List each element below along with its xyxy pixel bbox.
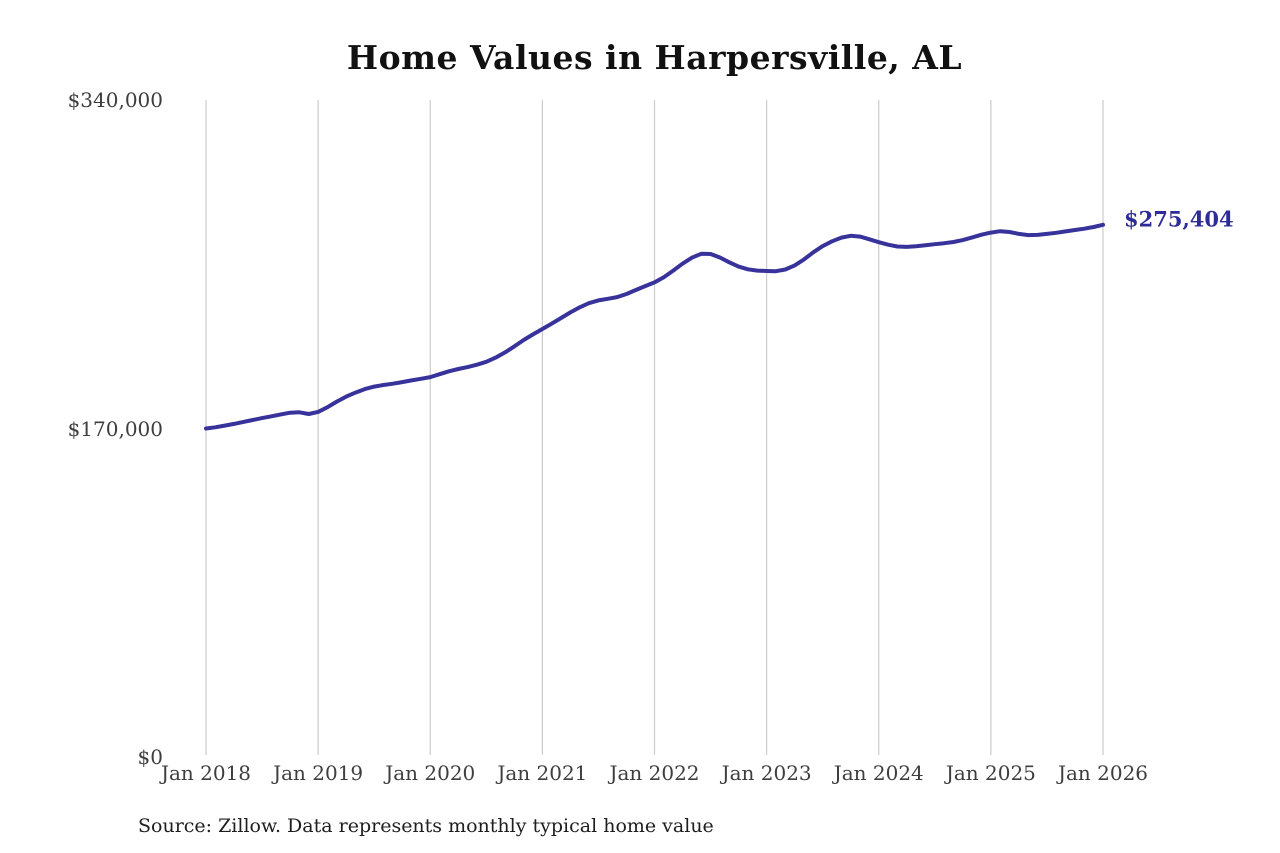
current-value-label: $275,404 — [1124, 206, 1234, 232]
x-axis-label: Jan 2019 — [273, 761, 364, 785]
x-axis-label: Jan 2026 — [1057, 761, 1149, 785]
x-axis-label: Jan 2025 — [945, 761, 1036, 785]
gridlines — [205, 100, 1104, 755]
home-value-line-series — [204, 222, 1105, 431]
x-axis-label: Jan 2018 — [160, 761, 252, 785]
x-axis-label: Jan 2021 — [497, 761, 588, 785]
y-axis-label: $0 — [137, 745, 163, 769]
y-axis-label: $170,000 — [67, 416, 163, 441]
x-axis-label: Jan 2023 — [721, 761, 812, 785]
x-axis-label: Jan 2020 — [385, 761, 476, 785]
x-axis-label: Jan 2024 — [833, 761, 924, 785]
source-note: Source: Zillow. Data represents monthly … — [138, 815, 714, 837]
chart-title: Home Values in Harpersville, AL — [346, 38, 963, 77]
y-axis-label: $340,000 — [67, 88, 163, 112]
x-axis-label: Jan 2022 — [609, 761, 700, 785]
